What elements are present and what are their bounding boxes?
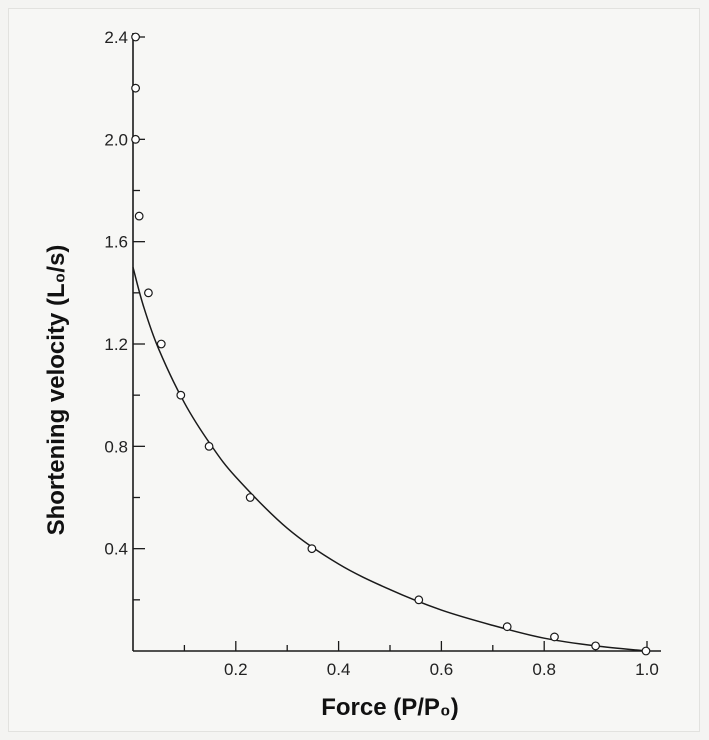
x-tick-label: 0.4 xyxy=(327,660,351,679)
x-axis-title: Force (P/P₀) xyxy=(321,694,459,721)
data-point xyxy=(641,646,651,656)
data-point xyxy=(550,632,559,642)
data-point xyxy=(245,493,255,502)
x-tick-label: 1.0 xyxy=(635,660,659,679)
x-tick-label: 0.8 xyxy=(532,660,556,679)
data-point xyxy=(134,211,144,221)
y-tick-label: 1.6 xyxy=(104,233,128,252)
paper-background xyxy=(8,8,700,732)
data-point xyxy=(144,288,153,298)
x-tick-label: 0.6 xyxy=(430,660,454,679)
data-point xyxy=(414,595,424,605)
axes: 0.2 0.4 0.6 0.8 1.0 0.4 0.8 1.2 1.6 2.0 2.4 xyxy=(104,28,661,679)
points-layer xyxy=(131,32,651,656)
y-tick-label: 1.2 xyxy=(104,335,128,354)
x-tick-label: 0.2 xyxy=(224,660,248,679)
y-tick-label: 2.4 xyxy=(104,28,128,47)
fitted-curve-line xyxy=(132,267,648,652)
data-point xyxy=(502,622,512,632)
data-point xyxy=(156,339,166,349)
data-point xyxy=(176,390,186,400)
data-point xyxy=(204,441,214,451)
curve-layer xyxy=(132,267,648,652)
data-point xyxy=(131,32,140,42)
y-axis-title: Shortening velocity (L₀/s) xyxy=(43,245,70,536)
y-tick-label: 2.0 xyxy=(104,130,128,149)
data-point xyxy=(591,641,600,651)
data-point xyxy=(131,83,140,93)
y-tick-label: 0.4 xyxy=(104,540,128,559)
data-point xyxy=(307,544,317,554)
data-point xyxy=(131,134,140,144)
y-tick-label: 0.8 xyxy=(104,437,128,456)
